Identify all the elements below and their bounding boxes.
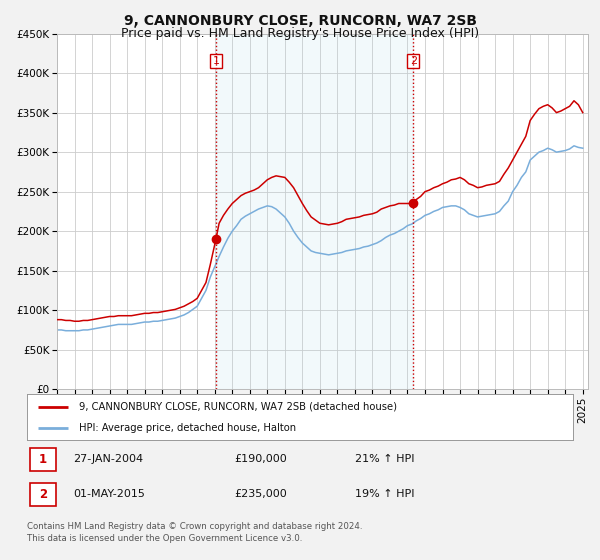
Text: 01-MAY-2015: 01-MAY-2015: [73, 489, 145, 499]
FancyBboxPatch shape: [30, 483, 56, 506]
Text: 27-JAN-2004: 27-JAN-2004: [73, 455, 143, 464]
Text: 2: 2: [410, 56, 417, 66]
Text: £190,000: £190,000: [235, 455, 287, 464]
Text: 2: 2: [39, 488, 47, 501]
Text: 19% ↑ HPI: 19% ↑ HPI: [355, 489, 414, 499]
Text: £235,000: £235,000: [235, 489, 287, 499]
Text: 1: 1: [212, 56, 220, 66]
Text: 1: 1: [39, 453, 47, 466]
Text: Contains HM Land Registry data © Crown copyright and database right 2024.
This d: Contains HM Land Registry data © Crown c…: [27, 522, 362, 543]
Text: 9, CANNONBURY CLOSE, RUNCORN, WA7 2SB: 9, CANNONBURY CLOSE, RUNCORN, WA7 2SB: [124, 14, 476, 28]
Text: 21% ↑ HPI: 21% ↑ HPI: [355, 455, 414, 464]
Text: 9, CANNONBURY CLOSE, RUNCORN, WA7 2SB (detached house): 9, CANNONBURY CLOSE, RUNCORN, WA7 2SB (d…: [79, 402, 397, 412]
Bar: [216, 34, 413, 389]
FancyBboxPatch shape: [30, 448, 56, 471]
Text: Price paid vs. HM Land Registry's House Price Index (HPI): Price paid vs. HM Land Registry's House …: [121, 27, 479, 40]
Text: HPI: Average price, detached house, Halton: HPI: Average price, detached house, Halt…: [79, 423, 296, 433]
